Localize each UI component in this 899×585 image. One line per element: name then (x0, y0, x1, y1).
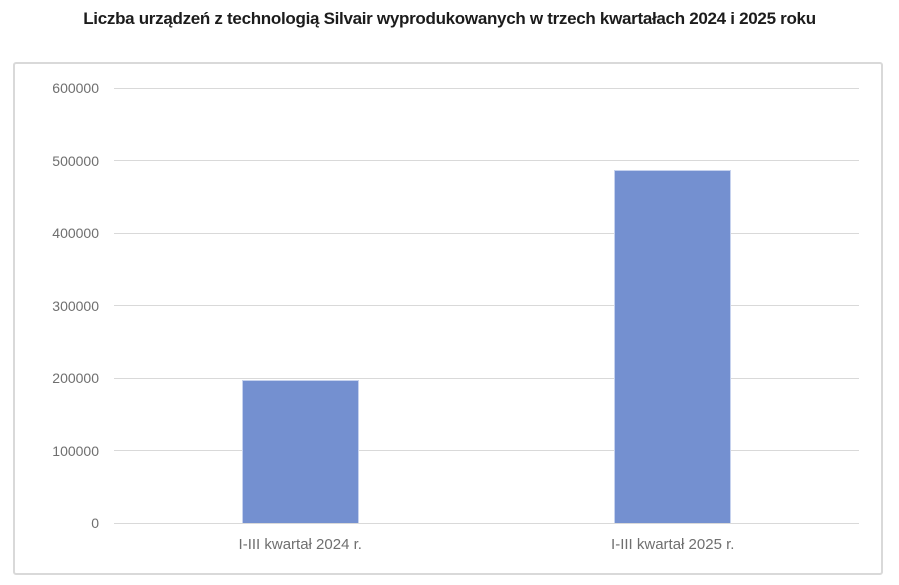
gridline-600000 (114, 87, 859, 89)
y-axis-tick-label: 300000 (52, 297, 99, 314)
chart-card: I-III kwartał 2024 r. I-III kwartał 2025 … (13, 62, 883, 575)
bar-2 (614, 170, 732, 523)
y-axis-tick-label: 600000 (52, 80, 99, 96)
gridline-500000 (114, 160, 859, 161)
y-axis-tick-label: 200000 (52, 370, 99, 386)
gridline-0 (114, 522, 859, 524)
gridline-200000 (114, 377, 859, 379)
gridline-400000 (114, 232, 859, 234)
bar-1 (241, 380, 359, 523)
x-axis-category-label: I-III kwartał 2024 r. (238, 536, 362, 553)
y-axis-tick-label: 0 (91, 515, 99, 531)
gridline-300000 (114, 305, 859, 306)
chart-title: Liczba urządzeń z technologią Silvair wy… (83, 9, 816, 28)
plot-area: I-III kwartał 2024 r. I-III kwartał 2025 … (114, 87, 859, 553)
x-axis-category-label: I-III kwartał 2025 r. (611, 536, 735, 553)
y-axis-tick-label: 100000 (52, 442, 99, 459)
y-axis-tick-label: 500000 (52, 152, 99, 169)
gridline-100000 (114, 450, 859, 451)
y-axis-tick-label: 400000 (52, 225, 99, 241)
